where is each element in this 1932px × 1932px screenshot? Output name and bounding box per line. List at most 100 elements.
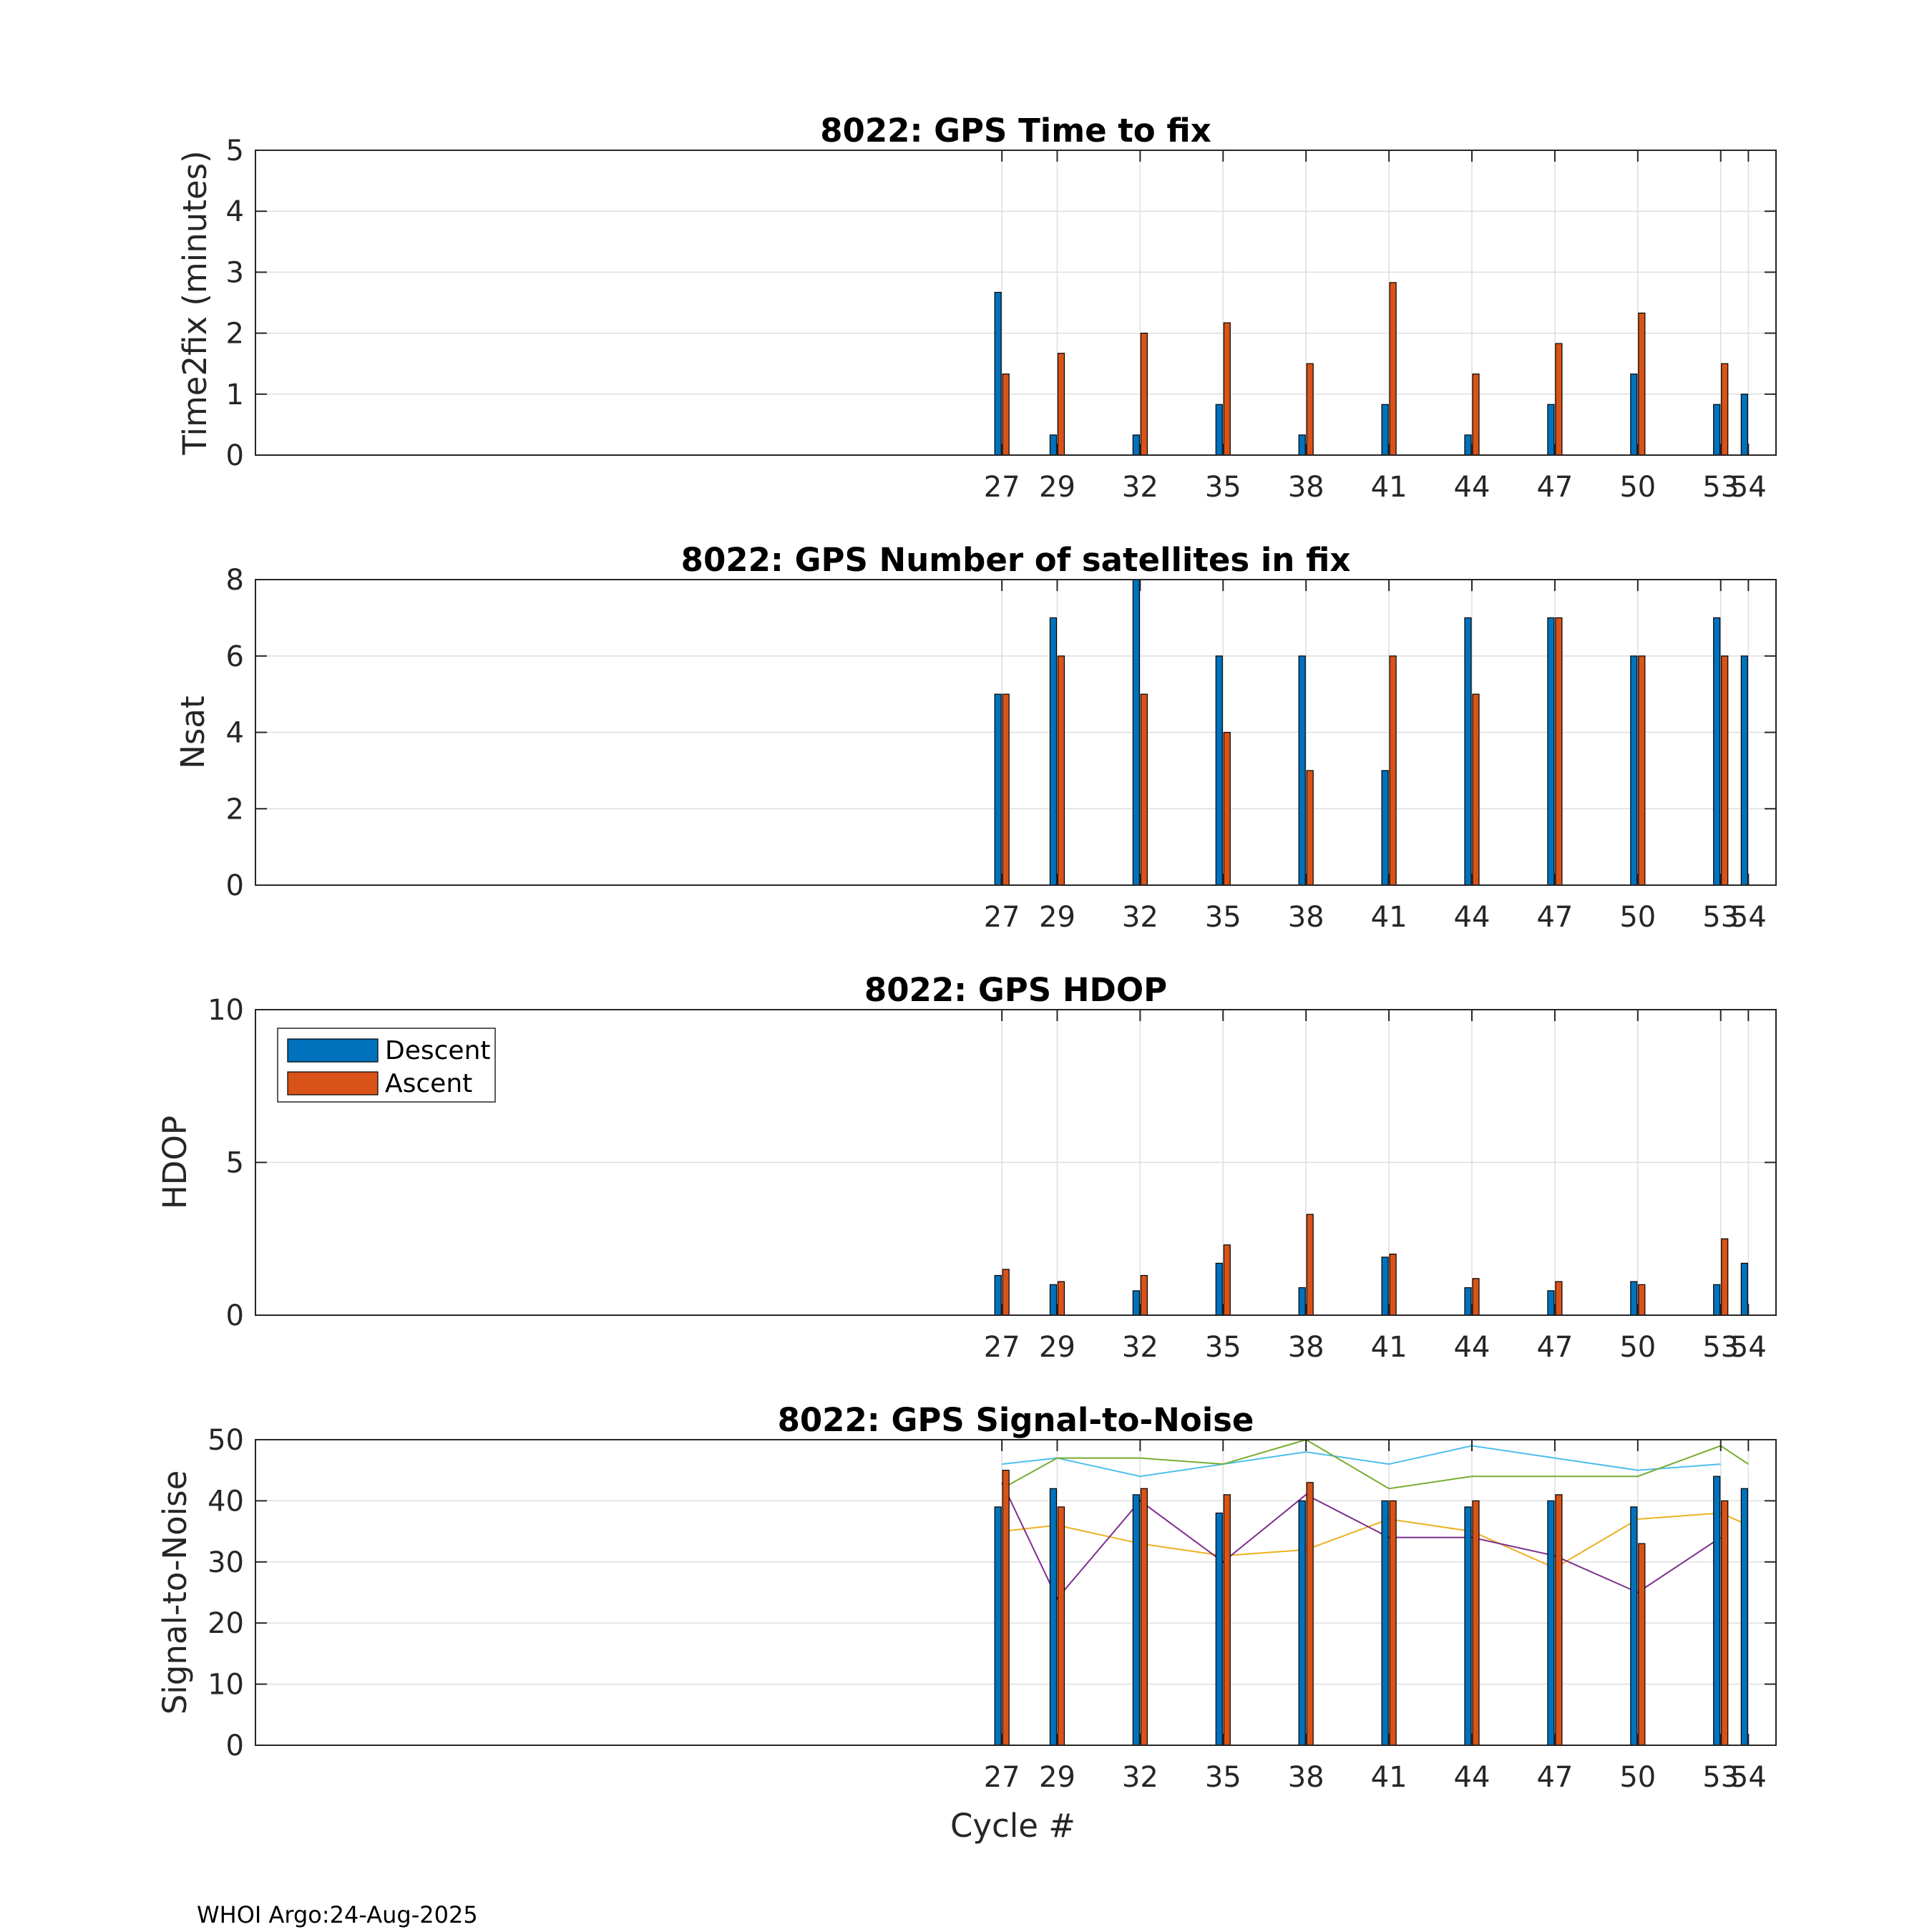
descent-bar	[1713, 1284, 1721, 1316]
y-tick-label: 3	[226, 256, 244, 289]
ascent-bar	[1638, 1543, 1646, 1746]
ascent-bar	[1389, 282, 1397, 456]
x-tick-label: 32	[1122, 1761, 1158, 1794]
descent-bar	[1132, 579, 1140, 886]
ascent-bar	[1721, 363, 1729, 456]
descent-bar	[1547, 404, 1555, 456]
axes-box	[255, 150, 1777, 456]
ascent-bar	[1223, 731, 1231, 886]
descent-bar	[1049, 1284, 1058, 1316]
descent-bar	[994, 693, 1002, 886]
x-axis-label: Cycle #	[950, 1807, 1075, 1845]
chart-title: 8022: GPS Time to fix	[820, 112, 1211, 150]
descent-bar	[1381, 770, 1389, 886]
x-tick-label: 38	[1288, 471, 1324, 504]
x-tick-label: 47	[1536, 471, 1573, 504]
x-tick-label: 53	[1702, 471, 1739, 504]
x-tick-label: 47	[1536, 1331, 1573, 1364]
descent-bar	[1215, 655, 1223, 886]
descent-bar	[1049, 617, 1058, 886]
y-tick-label: 50	[208, 1424, 244, 1457]
y-tick-label: 2	[226, 793, 244, 826]
ascent-bar	[1472, 374, 1480, 456]
ascent-bar	[1638, 655, 1646, 886]
descent-bar	[1713, 404, 1721, 456]
descent-bar	[1630, 374, 1638, 456]
descent-bar	[1132, 434, 1140, 456]
descent-bar	[1381, 1257, 1389, 1316]
x-tick-label: 50	[1619, 1331, 1656, 1364]
descent-bar	[1464, 1506, 1472, 1746]
descent-bar	[1049, 1488, 1058, 1746]
ascent-bar	[1306, 1482, 1314, 1746]
snr-line-4	[1001, 1482, 1722, 1600]
legend-swatch-descent	[287, 1038, 379, 1063]
x-tick-label: 32	[1122, 471, 1158, 504]
x-tick-label: 35	[1205, 471, 1241, 504]
ascent-bar	[1555, 343, 1563, 456]
ascent-bar	[1472, 1500, 1480, 1746]
descent-bar	[1381, 404, 1389, 456]
ascent-bar	[1555, 1494, 1563, 1746]
y-tick-label: 0	[226, 1299, 244, 1332]
x-tick-label: 29	[1039, 1331, 1075, 1364]
x-tick-label: 29	[1039, 1761, 1075, 1794]
x-tick-label: 54	[1730, 1331, 1767, 1364]
descent-bar	[1215, 1512, 1223, 1746]
x-tick-label: 29	[1039, 901, 1075, 934]
ascent-bar	[1389, 1253, 1397, 1316]
descent-bar	[1464, 617, 1472, 886]
y-tick-label: 40	[208, 1485, 244, 1518]
x-tick-label: 27	[984, 471, 1020, 504]
descent-bar	[1381, 1500, 1389, 1746]
descent-bar	[1547, 617, 1555, 886]
y-tick-label: 10	[208, 1669, 244, 1702]
x-tick-label: 35	[1205, 1761, 1241, 1794]
x-tick-label: 44	[1454, 901, 1491, 934]
ascent-bar	[1389, 655, 1397, 886]
descent-bar	[994, 291, 1002, 456]
ascent-bar	[1002, 1470, 1010, 1746]
x-tick-label: 44	[1454, 1331, 1491, 1364]
descent-bar	[1630, 1506, 1638, 1746]
y-tick-label: 1	[226, 379, 244, 411]
x-tick-label: 35	[1205, 901, 1241, 934]
y-tick-label: 2	[226, 318, 244, 351]
descent-bar	[1464, 1287, 1472, 1316]
descent-bar	[1215, 404, 1223, 456]
x-tick-label: 27	[984, 1331, 1020, 1364]
y-tick-label: 0	[226, 439, 244, 472]
descent-bar	[1132, 1494, 1140, 1746]
ascent-bar	[1057, 1281, 1065, 1316]
descent-bar	[1132, 1290, 1140, 1316]
descent-bar	[1740, 1488, 1748, 1746]
x-tick-label: 32	[1122, 901, 1158, 934]
x-tick-label: 50	[1619, 1761, 1656, 1794]
descent-bar	[1740, 1262, 1748, 1316]
legend: Descent Ascent	[277, 1028, 496, 1103]
descent-bar	[1464, 434, 1472, 456]
y-tick-label: 5	[226, 1147, 244, 1180]
ascent-bar	[1140, 333, 1148, 456]
descent-bar	[1547, 1500, 1555, 1746]
snr-line-3	[1002, 1512, 1749, 1569]
descent-bar	[994, 1274, 1002, 1316]
descent-bar	[1215, 1262, 1223, 1316]
ascent-bar	[1002, 1269, 1010, 1316]
y-tick-label: 10	[208, 994, 244, 1027]
x-tick-label: 32	[1122, 1331, 1158, 1364]
ascent-bar	[1389, 1500, 1397, 1746]
descent-bar	[1630, 1281, 1638, 1316]
ascent-bar	[1638, 1284, 1646, 1316]
legend-label-descent: Descent	[385, 1036, 491, 1065]
x-tick-label: 53	[1702, 1761, 1739, 1794]
descent-bar	[1713, 617, 1721, 886]
x-tick-label: 27	[984, 901, 1020, 934]
ascent-bar	[1140, 1274, 1148, 1316]
ascent-bar	[1223, 322, 1231, 456]
descent-bar	[1298, 434, 1306, 456]
x-tick-label: 38	[1288, 901, 1324, 934]
ascent-bar	[1002, 693, 1010, 886]
